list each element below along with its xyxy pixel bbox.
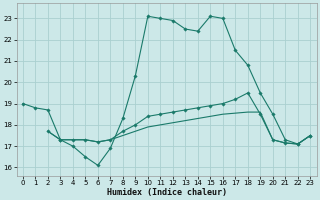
X-axis label: Humidex (Indice chaleur): Humidex (Indice chaleur) xyxy=(107,188,227,197)
